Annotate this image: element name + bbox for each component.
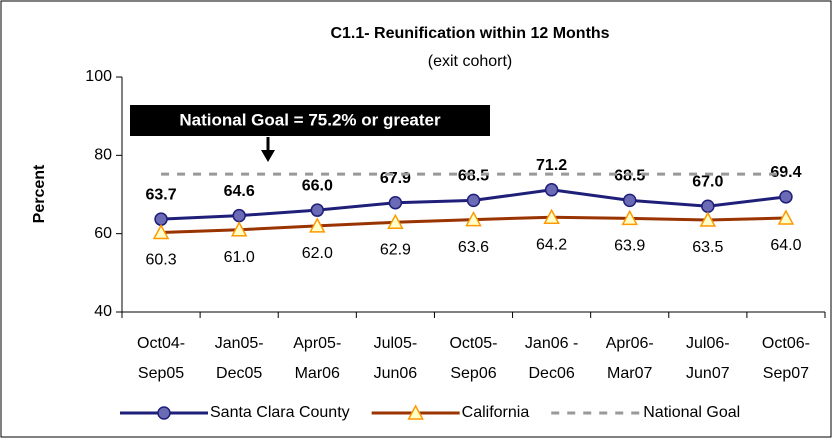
- marker: [310, 203, 325, 217]
- marker: [466, 193, 481, 208]
- data-label: 63.6: [458, 239, 489, 256]
- legend-marker: [157, 406, 171, 420]
- marker: [622, 193, 637, 208]
- data-label: 63.9: [614, 238, 645, 255]
- annotation-box: [130, 105, 490, 136]
- data-label: 62.0: [302, 245, 333, 262]
- x-tick-label: Jan05-Dec05: [215, 335, 264, 382]
- x-tick-label: Apr05-Mar06: [293, 335, 341, 382]
- chart-subtitle: (exit cohort): [428, 53, 512, 70]
- x-tick-label: Apr06-Mar07: [606, 335, 654, 382]
- marker: [701, 199, 715, 213]
- marker: [152, 223, 170, 240]
- data-label: 62.9: [380, 242, 411, 259]
- marker: [388, 195, 403, 210]
- marker: [779, 190, 793, 204]
- y-axis-label: Percent: [31, 164, 48, 223]
- x-tick-label: Jul05-Jun06: [374, 335, 418, 382]
- data-label: 64.0: [770, 237, 801, 254]
- legend-label: California: [462, 404, 530, 421]
- legend-marker: [407, 404, 424, 420]
- marker: [309, 217, 326, 233]
- marker: [230, 221, 248, 237]
- data-label: 71.2: [536, 157, 567, 174]
- annotation-arrowhead: [261, 150, 275, 162]
- marker: [699, 211, 717, 227]
- data-label: 64.2: [536, 236, 567, 253]
- marker: [232, 208, 246, 223]
- marker: [621, 209, 638, 226]
- data-label: 69.4: [770, 164, 801, 181]
- data-label: 63.5: [692, 239, 723, 256]
- data-label: 67.9: [380, 170, 411, 187]
- data-label: 66.0: [302, 177, 333, 194]
- y-tick-label: 40: [94, 303, 112, 320]
- data-label: 67.0: [692, 173, 723, 190]
- data-label: 63.7: [145, 186, 176, 203]
- chart-title: C1.1- Reunification within 12 Months: [330, 25, 609, 42]
- x-tick-label: Jul06-Jun07: [686, 335, 730, 382]
- data-label: 64.6: [224, 183, 255, 200]
- x-tick-label: Oct06-Sep07: [762, 335, 810, 382]
- annotation: National Goal = 75.2% or greater: [179, 110, 441, 129]
- legend-label: National Goal: [643, 404, 740, 421]
- data-label: 68.5: [458, 168, 489, 185]
- marker: [154, 212, 168, 226]
- data-label: 60.3: [145, 252, 176, 269]
- y-tick-label: 100: [85, 68, 112, 85]
- marker: [387, 213, 404, 230]
- marker: [544, 183, 559, 197]
- data-label: 61.0: [224, 249, 255, 266]
- x-tick-label: Jan06 -Dec06: [525, 335, 578, 382]
- marker: [543, 208, 560, 224]
- legend-label: Santa Clara County: [210, 404, 350, 421]
- x-tick-label: Oct05-Sep06: [449, 335, 497, 382]
- marker: [465, 210, 482, 227]
- y-tick-label: 80: [94, 147, 112, 164]
- y-tick-label: 60: [94, 225, 112, 242]
- x-tick-label: Oct04-Sep05: [137, 335, 185, 382]
- data-label: 68.5: [614, 168, 645, 185]
- marker: [777, 209, 795, 225]
